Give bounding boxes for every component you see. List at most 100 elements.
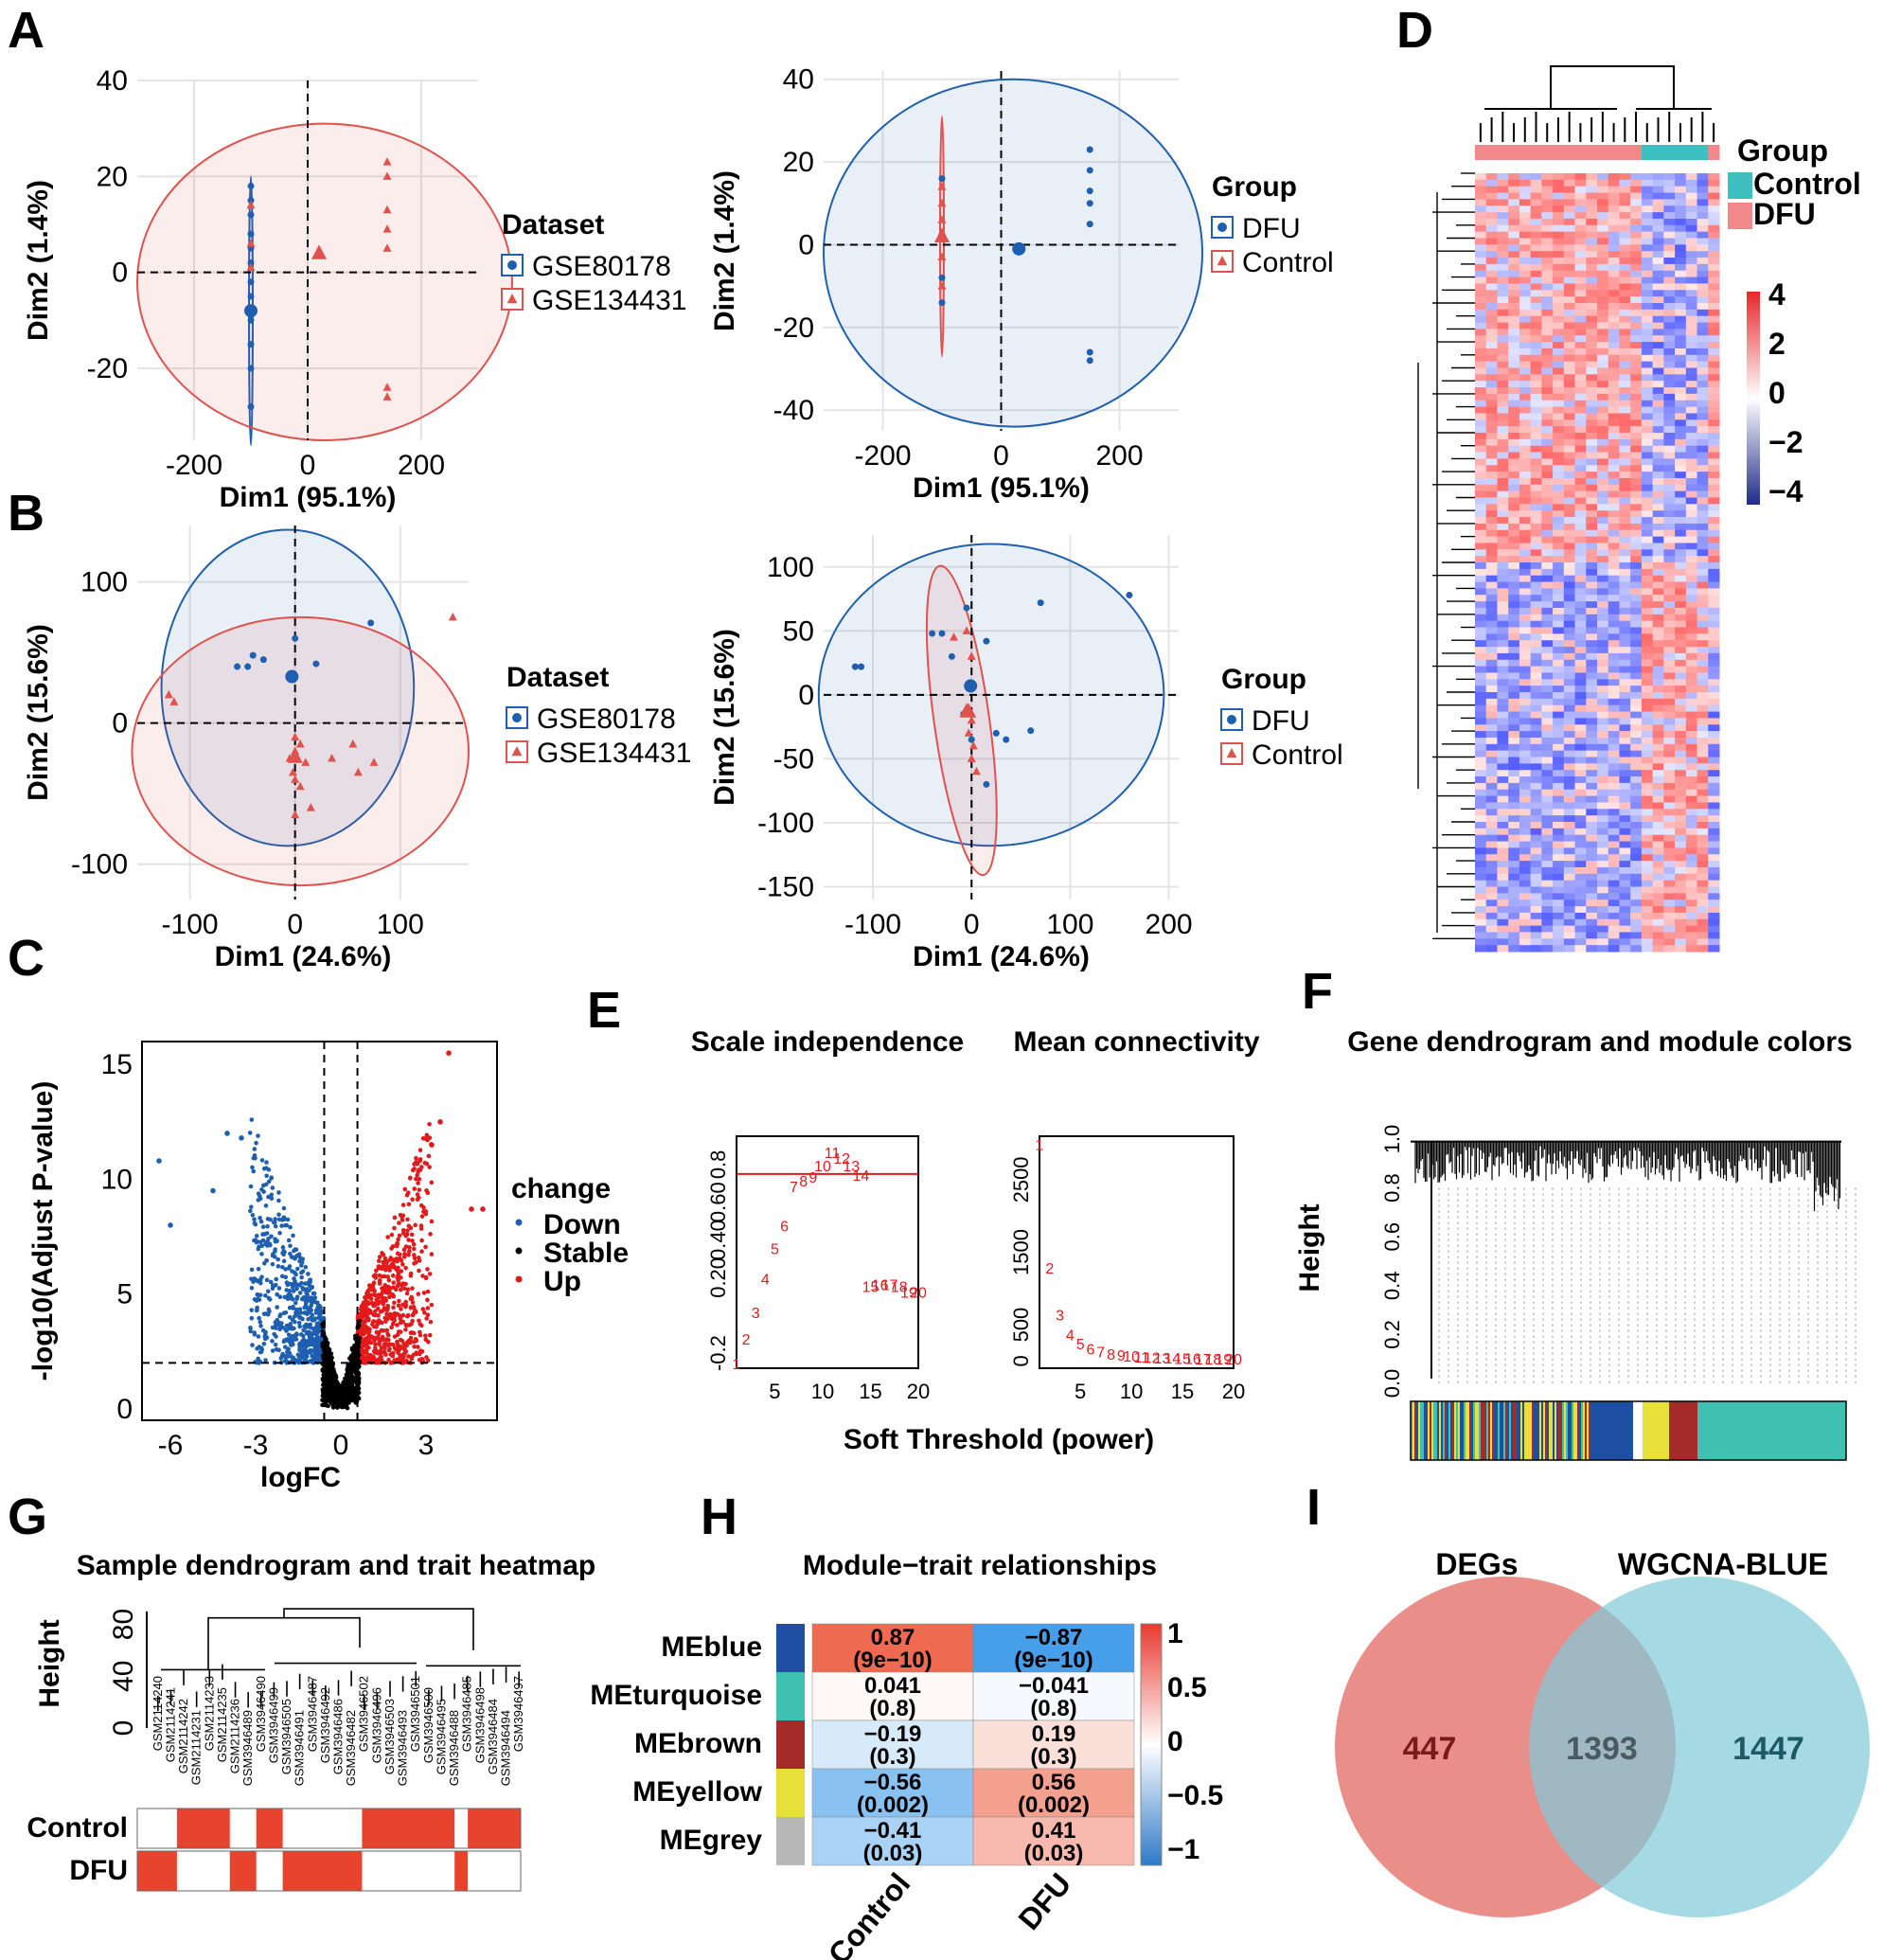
- panel-label-g: G: [8, 1488, 47, 1545]
- heatmap-cell: [1508, 672, 1520, 680]
- point-Control: [962, 626, 971, 634]
- point-down: [304, 1344, 309, 1349]
- heatmap-cell: [1519, 861, 1532, 868]
- heatmap-cell: [1685, 652, 1698, 661]
- heatmap-cell: [1597, 186, 1609, 194]
- heatmap-cell: [1675, 718, 1687, 725]
- heatmap-cell: [1475, 406, 1487, 414]
- heatmap-cell: [1553, 465, 1565, 472]
- heatmap-cell: [1697, 562, 1709, 570]
- point-down: [298, 1310, 304, 1315]
- heatmap-cell: [1485, 750, 1498, 757]
- heatmap-cell: [1663, 270, 1676, 278]
- heatmap-cell: [1652, 809, 1664, 816]
- x-tick-label: 0: [333, 1430, 349, 1461]
- heatmap-cell: [1708, 258, 1720, 265]
- point-down: [249, 1315, 255, 1321]
- heatmap-cell: [1553, 549, 1565, 557]
- point-stable: [356, 1340, 362, 1345]
- y-tick-label: -20: [87, 353, 128, 384]
- heatmap-cell: [1597, 737, 1609, 745]
- point-down: [265, 1238, 270, 1244]
- heatmap-cell: [1541, 575, 1554, 583]
- heatmap-cell: [1641, 549, 1654, 557]
- y-tick-label: 0: [798, 229, 814, 260]
- heatmap-cell: [1485, 704, 1498, 713]
- heatmap-cell: [1652, 633, 1664, 641]
- point-down: [290, 1333, 295, 1339]
- point-GSE80178: [247, 403, 255, 411]
- heatmap-cell: [1663, 815, 1676, 823]
- heatmap-cell: [1608, 841, 1620, 848]
- heatmap-cell: [1586, 224, 1598, 233]
- x-tick-label: 3: [418, 1430, 435, 1461]
- heatmap-cell: [1708, 212, 1720, 220]
- heatmap-cell: [1675, 258, 1687, 265]
- x-axis-label: Dim1 (95.1%): [913, 472, 1090, 504]
- heatmap-cell: [1663, 238, 1676, 245]
- point-up: [409, 1354, 415, 1360]
- heatmap-cell: [1685, 497, 1698, 505]
- heatmap-cell: [1563, 588, 1576, 596]
- heatmap-cell: [1697, 406, 1709, 414]
- heatmap-cell: [1475, 841, 1487, 848]
- heatmap-cell: [1652, 276, 1664, 284]
- heatmap-cell: [1586, 283, 1598, 291]
- heatmap-cell: [1475, 315, 1487, 324]
- heatmap-cell: [1519, 575, 1532, 583]
- heatmap-cell: [1608, 238, 1620, 245]
- heatmap-cell: [1475, 296, 1487, 304]
- heatmap-cell: [1485, 406, 1498, 414]
- heatmap-cell: [1652, 458, 1664, 466]
- heatmap-cell: [1608, 186, 1620, 194]
- heatmap-cell: [1530, 426, 1542, 434]
- heatmap-cell: [1708, 270, 1720, 278]
- heatmap-cell: [1697, 387, 1709, 395]
- heatmap-cell: [1652, 652, 1664, 661]
- heatmap-cell: [1586, 276, 1598, 284]
- heatmap-cell: [1497, 258, 1509, 265]
- heatmap-cell: [1652, 543, 1664, 550]
- point-Control: [937, 182, 947, 190]
- group-bar-cell: [1541, 145, 1554, 160]
- heatmap-cell: [1652, 199, 1664, 206]
- point-up: [413, 1222, 418, 1228]
- point-down: [307, 1283, 312, 1289]
- heatmap-cell: [1586, 633, 1598, 641]
- heatmap-cell: [1485, 381, 1498, 388]
- heatmap-cell: [1685, 640, 1698, 648]
- heatmap-cell: [1641, 731, 1654, 739]
- heatmap-cell: [1652, 620, 1664, 628]
- heatmap-cell: [1697, 231, 1709, 239]
- heatmap-cell: [1574, 419, 1587, 427]
- heatmap-cell: [1574, 809, 1587, 816]
- heatmap-cell: [1630, 224, 1643, 233]
- heatmap-cell: [1497, 335, 1509, 343]
- heatmap-cell: [1563, 438, 1576, 447]
- heatmap-cell: [1697, 861, 1709, 868]
- heatmap-cell: [1497, 841, 1509, 848]
- heatmap-cell: [1541, 477, 1554, 486]
- heatmap-cell: [1485, 283, 1498, 291]
- heatmap-cell: [1630, 770, 1643, 777]
- heatmap-cell: [1697, 199, 1709, 206]
- heatmap-cell: [1574, 575, 1587, 583]
- heatmap-cell: [1541, 543, 1554, 550]
- heatmap-cell: [1708, 199, 1720, 206]
- heatmap-cell: [1641, 866, 1654, 875]
- heatmap-cell: [1497, 666, 1509, 673]
- heatmap-cell: [1663, 400, 1676, 408]
- heatmap-cell: [1519, 536, 1532, 543]
- point-up: [371, 1303, 376, 1309]
- heatmap-cell: [1641, 809, 1654, 816]
- heatmap-cell: [1630, 258, 1643, 265]
- heatmap-cell: [1663, 854, 1676, 862]
- heatmap-cell: [1485, 549, 1498, 557]
- point-up: [392, 1345, 398, 1350]
- heatmap-cell: [1663, 419, 1676, 427]
- heatmap-cell: [1553, 711, 1565, 719]
- heatmap-cell: [1619, 789, 1631, 797]
- point-down: [270, 1185, 275, 1190]
- heatmap-cell: [1508, 244, 1520, 252]
- heatmap-cell: [1630, 704, 1643, 713]
